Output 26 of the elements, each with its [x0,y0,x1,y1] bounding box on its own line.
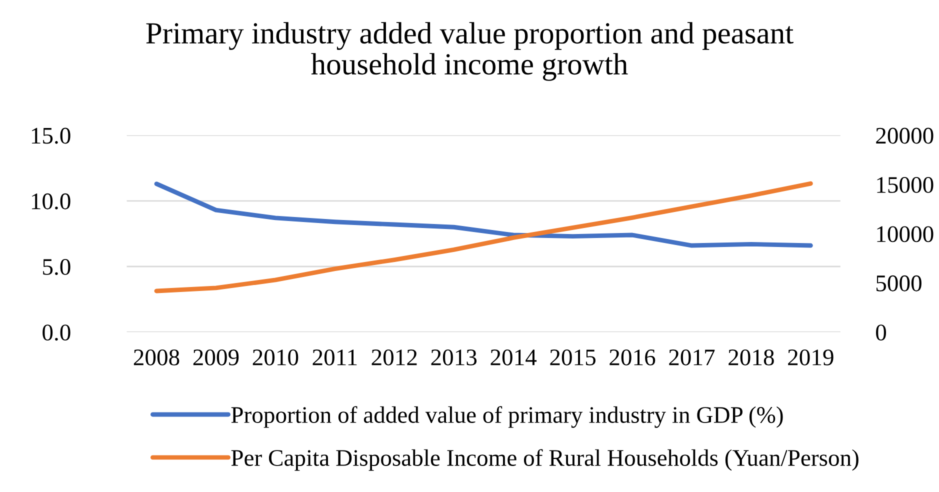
x-tick-label: 2015 [550,349,596,366]
x-tick-label: 2014 [490,349,537,366]
x-tick-label: 2018 [728,349,774,366]
legend-label: Per Capita Disposable Income of Rural Households (Yuan/Person) [231,449,858,471]
legend-label: Proportion of added value of primary industry in GDP (%) [231,406,783,428]
y2-tick-label: 0 [876,324,886,341]
y2-tick-label: 10000 [877,226,934,242]
y2-tick-label: 5000 [876,275,922,292]
x-tick-label: 2010 [252,349,298,366]
y-tick-label: 15.0 [32,128,70,144]
y2-tick-label: 15000 [877,176,934,193]
x-tick-label: 2009 [193,349,239,366]
x-tick-label: 2008 [134,349,180,366]
x-tick-label: 2019 [788,349,834,366]
y-tick-label: 0.0 [42,324,70,341]
y2-tick-label: 20000 [876,128,934,144]
chart-title: Primary industry added value proportion and peasant household income growth [146,22,794,81]
x-tick-label: 2011 [312,349,357,366]
line-series [154,182,813,248]
x-tick-label: 2016 [610,349,656,366]
y-tick-label: 10.0 [32,193,70,210]
x-tick-label: 2017 [669,349,715,366]
x-tick-label: 2012 [372,349,417,366]
x-tick-label: 2013 [431,349,477,366]
y-tick-label: 5.0 [43,258,70,276]
line-series [154,181,813,294]
